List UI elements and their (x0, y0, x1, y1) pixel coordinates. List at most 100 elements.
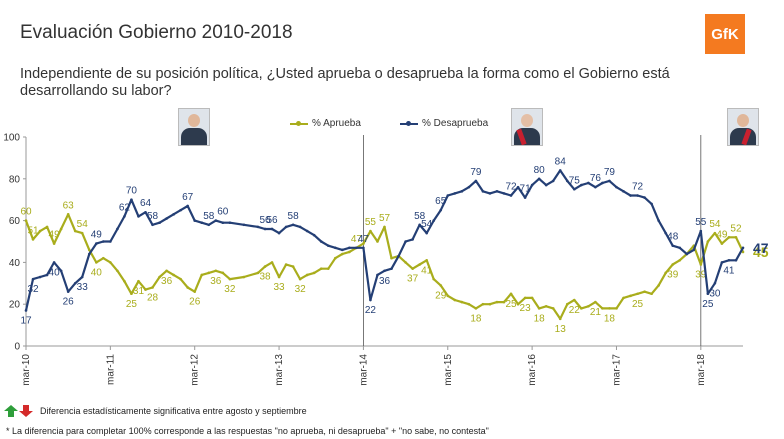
data-point-aprueba (474, 307, 478, 310)
data-point-aprueba (369, 229, 372, 233)
data-label-aprueba: 32 (295, 284, 307, 295)
data-point-desaprueba (270, 227, 274, 231)
data-label-desaprueba: 41 (723, 265, 735, 276)
data-point-desaprueba (446, 194, 450, 197)
data-label-aprueba: 33 (273, 282, 285, 293)
data-point-desaprueba (580, 183, 583, 187)
data-point-aprueba (411, 267, 414, 270)
data-point-desaprueba (298, 225, 302, 229)
data-point-desaprueba (362, 246, 365, 250)
data-point-aprueba (678, 259, 682, 262)
data-point-desaprueba (551, 179, 555, 183)
data-label-desaprueba: 22 (365, 305, 377, 316)
data-point-aprueba (692, 244, 696, 247)
data-point-aprueba (502, 300, 506, 304)
data-label-aprueba: 52 (730, 223, 742, 234)
data-point-aprueba (643, 290, 646, 293)
data-point-aprueba (404, 261, 407, 264)
chart-title: Evaluación Gobierno 2010-2018 (20, 22, 293, 43)
data-label-aprueba: 37 (407, 274, 419, 285)
data-point-aprueba (537, 307, 541, 310)
y-tick-label: 40 (9, 258, 21, 269)
data-point-desaprueba (741, 246, 745, 250)
data-point-desaprueba (432, 219, 436, 222)
data-point-desaprueba (608, 179, 611, 183)
x-tick-label: mar-15 (443, 354, 454, 386)
data-point-aprueba (144, 288, 147, 291)
data-label-aprueba: 57 (379, 213, 391, 224)
data-label-desaprueba: 80 (534, 165, 546, 176)
y-tick-label: 60 (9, 216, 21, 227)
president-photo-2010 (178, 108, 210, 146)
data-point-desaprueba (622, 190, 625, 193)
data-label-aprueba: 39 (667, 269, 679, 280)
data-label-aprueba: 45 (753, 244, 769, 260)
data-point-desaprueba (45, 273, 49, 277)
x-tick-label: mar-16 (527, 354, 538, 386)
y-tick-label: 0 (14, 342, 20, 353)
data-point-desaprueba (158, 221, 161, 224)
data-label-desaprueba: 72 (505, 182, 517, 193)
data-point-aprueba (298, 277, 302, 281)
data-point-aprueba (45, 225, 49, 229)
data-point-aprueba (214, 269, 218, 273)
data-point-aprueba (650, 292, 653, 296)
data-point-desaprueba (404, 240, 407, 243)
data-label-aprueba: 25 (632, 299, 644, 310)
data-point-desaprueba (312, 233, 316, 237)
data-label-aprueba: 18 (470, 313, 482, 324)
data-label-desaprueba: 64 (140, 198, 152, 209)
data-label-desaprueba: 54 (421, 219, 433, 230)
data-label-aprueba: 22 (569, 305, 581, 316)
data-point-aprueba (319, 267, 323, 270)
data-point-desaprueba (24, 309, 28, 312)
data-point-aprueba (636, 292, 639, 296)
data-label-aprueba: 13 (555, 324, 567, 335)
data-point-aprueba (601, 307, 604, 310)
data-label-desaprueba: 71 (520, 184, 532, 195)
y-tick-label: 20 (9, 300, 21, 311)
data-point-desaprueba (467, 185, 471, 189)
data-label-aprueba: 63 (63, 200, 75, 211)
data-point-aprueba (80, 231, 84, 235)
data-point-desaprueba (326, 244, 330, 247)
data-label-desaprueba: 79 (470, 167, 482, 178)
data-point-desaprueba (664, 231, 667, 235)
data-point-aprueba (130, 292, 133, 296)
data-point-desaprueba (474, 179, 478, 183)
data-point-desaprueba (214, 219, 218, 222)
data-point-aprueba (565, 302, 569, 306)
data-point-aprueba (123, 279, 126, 283)
data-point-desaprueba (727, 259, 731, 262)
data-point-aprueba (291, 265, 295, 268)
data-point-aprueba (439, 284, 443, 287)
footnotes: Diferencia estadísticamente significativ… (4, 404, 489, 436)
data-point-aprueba (87, 248, 91, 252)
data-label-aprueba: 25 (126, 299, 138, 310)
data-point-aprueba (38, 229, 42, 233)
data-point-aprueba (102, 256, 105, 260)
data-point-desaprueba (699, 229, 703, 233)
data-point-desaprueba (643, 196, 646, 199)
data-point-aprueba (221, 271, 225, 275)
y-tick-label: 80 (9, 174, 21, 185)
data-label-desaprueba: 76 (590, 173, 602, 184)
data-point-desaprueba (291, 223, 295, 227)
data-label-desaprueba: 58 (203, 211, 215, 222)
data-point-desaprueba (516, 185, 520, 189)
data-point-desaprueba (277, 231, 281, 235)
data-point-desaprueba (650, 202, 653, 206)
data-label-desaprueba: 30 (709, 288, 721, 299)
data-point-desaprueba (242, 223, 246, 227)
data-point-desaprueba (348, 246, 351, 250)
data-point-desaprueba (495, 190, 499, 193)
data-label-desaprueba: 58 (288, 211, 300, 222)
data-label-aprueba: 29 (435, 290, 447, 301)
legend-desaprueba-label: % Desaprueba (422, 118, 489, 129)
legend-desaprueba: % Desaprueba (400, 118, 488, 129)
data-point-aprueba (362, 242, 365, 245)
data-point-desaprueba (692, 248, 696, 252)
data-label-desaprueba: 70 (126, 186, 138, 197)
data-point-desaprueba (38, 275, 42, 279)
data-label-desaprueba: 47 (358, 234, 370, 245)
